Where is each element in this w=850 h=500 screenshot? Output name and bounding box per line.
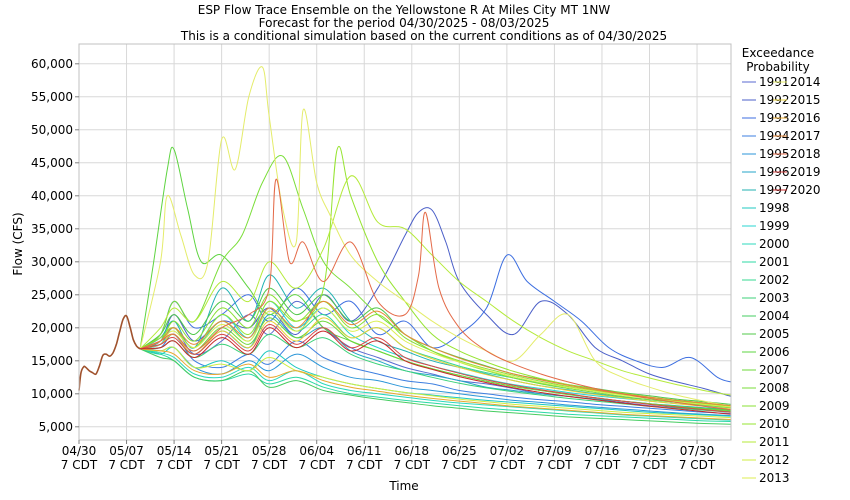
legend-label-2012: 2012 <box>759 453 790 467</box>
legend-label-2014: 2014 <box>790 75 821 89</box>
legend-label-2006: 2006 <box>759 345 790 359</box>
series-line-2016 <box>140 348 732 420</box>
x-tick-label-date-11: 07/16 <box>585 444 620 458</box>
x-tick-label-time-5: 7 CDT <box>299 458 336 472</box>
x-tick-label-time-12: 7 CDT <box>631 458 668 472</box>
y-tick-label-10: 55,000 <box>31 90 73 104</box>
series-line-2011 <box>139 175 732 396</box>
legend-label-2010: 2010 <box>759 417 790 431</box>
x-tick-label-date-4: 05/28 <box>252 444 287 458</box>
series-line-1991 <box>139 300 732 413</box>
series-line-2018 <box>139 178 732 411</box>
y-tick-label-4: 25,000 <box>31 288 73 302</box>
legend-label-2003: 2003 <box>759 291 790 305</box>
x-tick-label-date-9: 07/02 <box>490 444 525 458</box>
x-tick-label-time-10: 7 CDT <box>536 458 573 472</box>
y-tick-label-3: 20,000 <box>31 321 73 335</box>
x-axis-label: Time <box>388 479 418 493</box>
x-tick-label-time-9: 7 CDT <box>489 458 526 472</box>
x-tick-label-time-13: 7 CDT <box>679 458 716 472</box>
y-tick-label-7: 40,000 <box>31 189 73 203</box>
legend-label-2013: 2013 <box>759 471 790 485</box>
x-tick-label-date-1: 05/07 <box>109 444 144 458</box>
legend-label-2001: 2001 <box>759 255 790 269</box>
series-line-2003 <box>140 333 732 413</box>
x-tick-label-date-5: 06/04 <box>299 444 334 458</box>
series-line-2020 <box>140 327 732 415</box>
chart-title-line-1: ESP Flow Trace Ensemble on the Yellowsto… <box>198 3 611 17</box>
observed-line-group <box>78 314 141 391</box>
legend-label-2011: 2011 <box>759 435 790 449</box>
x-tick-label-date-12: 07/23 <box>632 444 667 458</box>
legend-label-2015: 2015 <box>790 93 821 107</box>
y-tick-label-5: 30,000 <box>31 255 73 269</box>
series-line-2004 <box>139 348 732 425</box>
x-tick-label-time-6: 7 CDT <box>346 458 383 472</box>
y-tick-label-8: 45,000 <box>31 156 73 170</box>
series-line-1997 <box>139 274 732 408</box>
series-line-2012 <box>140 346 732 419</box>
legend-label-2002: 2002 <box>759 273 790 287</box>
series-line-2009 <box>139 294 732 407</box>
x-tick-label-date-7: 06/18 <box>394 444 429 458</box>
x-tick-label-time-1: 7 CDT <box>108 458 145 472</box>
series-line-2015 <box>139 317 732 410</box>
legend-title-line-1: Exceedance <box>742 46 814 60</box>
legend: 1991199219931994199519961997199819992000… <box>742 75 821 485</box>
x-tick-label-time-4: 7 CDT <box>251 458 288 472</box>
legend-label-1998: 1998 <box>759 201 790 215</box>
y-tick-label-9: 50,000 <box>31 123 73 137</box>
x-tick-label-date-13: 07/30 <box>680 444 715 458</box>
y-tick-label-11: 60,000 <box>31 57 73 71</box>
x-tick-label-date-8: 06/25 <box>442 444 477 458</box>
legend-label-2020: 2020 <box>790 183 821 197</box>
legend-label-2005: 2005 <box>759 327 790 341</box>
series-lines <box>139 66 732 425</box>
legend-label-2004: 2004 <box>759 309 790 323</box>
series-line-2013 <box>139 307 732 408</box>
x-tick-label-time-0: 7 CDT <box>61 458 98 472</box>
legend-label-2017: 2017 <box>790 129 821 143</box>
legend-label-2018: 2018 <box>790 147 821 161</box>
legend-label-1999: 1999 <box>759 219 790 233</box>
y-tick-label-2: 15,000 <box>31 354 73 368</box>
legend-label-2016: 2016 <box>790 111 821 125</box>
x-tick-label-date-2: 05/14 <box>157 444 192 458</box>
chart-title-line-3: This is a conditional simulation based o… <box>180 29 667 43</box>
y-tick-label-0: 5,000 <box>39 420 73 434</box>
observed-line <box>78 314 141 391</box>
x-tick-label-date-3: 05/21 <box>204 444 239 458</box>
y-tick-label-6: 35,000 <box>31 222 73 236</box>
x-tick-label-date-6: 06/11 <box>347 444 382 458</box>
legend-label-2008: 2008 <box>759 381 790 395</box>
legend-title-line-2: Probability <box>746 60 809 74</box>
y-tick-label-1: 10,000 <box>31 387 73 401</box>
x-tick-label-time-11: 7 CDT <box>584 458 621 472</box>
y-axis-label: Flow (CFS) <box>11 212 25 275</box>
x-tick-label-time-2: 7 CDT <box>156 458 193 472</box>
series-line-1994 <box>140 333 732 415</box>
legend-label-2000: 2000 <box>759 237 790 251</box>
legend-label-2009: 2009 <box>759 399 790 413</box>
series-line-2014 <box>139 66 732 407</box>
legend-label-2019: 2019 <box>790 165 821 179</box>
x-tick-label-time-8: 7 CDT <box>441 458 478 472</box>
x-tick-label-time-3: 7 CDT <box>203 458 240 472</box>
series-line-2010 <box>139 146 732 407</box>
x-tick-label-date-0: 04/30 <box>62 444 97 458</box>
y-axis-ticks: 5,000 10,000 15,000 20,000 25,000 30,000 35,00… <box>31 57 79 434</box>
legend-label-2007: 2007 <box>759 363 790 377</box>
plot-area-frame <box>78 43 732 441</box>
chart-title-line-2: Forecast for the period 04/30/2025 - 08/… <box>259 16 550 30</box>
series-line-2000 <box>139 348 732 421</box>
x-tick-label-date-10: 07/09 <box>537 444 572 458</box>
series-line-2019 <box>139 324 732 413</box>
x-tick-label-time-7: 7 CDT <box>394 458 431 472</box>
